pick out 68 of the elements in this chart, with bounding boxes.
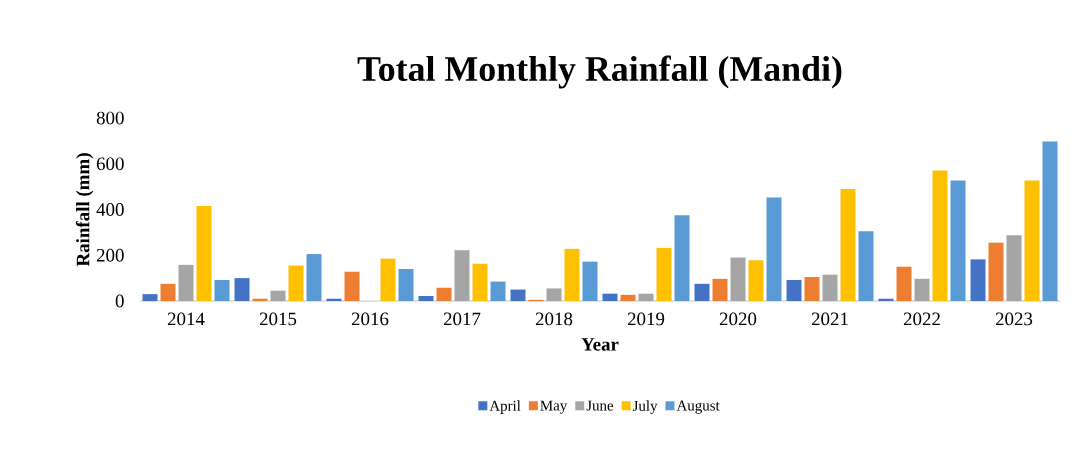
bar — [472, 263, 488, 301]
bar — [490, 281, 506, 301]
bar — [214, 279, 230, 301]
bar — [656, 247, 672, 301]
x-tick-label: 2023 — [995, 312, 1033, 326]
bar — [858, 231, 874, 301]
x-tick-label: 2015 — [259, 312, 297, 326]
x-tick-label: 2021 — [811, 312, 848, 326]
bar — [638, 293, 654, 301]
bar — [306, 254, 322, 301]
bar — [970, 259, 986, 301]
bar — [694, 283, 710, 301]
x-tick-label: 2016 — [351, 312, 389, 326]
bar — [730, 257, 746, 301]
x-tick-label: 2017 — [443, 312, 481, 326]
legend-label: June — [586, 400, 614, 411]
legend-label: July — [632, 400, 658, 414]
bar — [914, 278, 930, 301]
x-tick-label: 2020 — [719, 312, 757, 326]
bar — [582, 261, 598, 301]
bar — [988, 242, 1004, 301]
y-tick-label: 400 — [96, 203, 124, 216]
bar — [178, 264, 194, 301]
y-tick-label: 600 — [96, 157, 124, 171]
bar — [840, 188, 856, 301]
bar — [932, 170, 948, 301]
bar — [620, 294, 636, 301]
bar — [270, 290, 286, 301]
legend-label: August — [676, 400, 720, 414]
bar — [712, 278, 728, 301]
x-tick-label: 2019 — [627, 312, 665, 326]
chart-title: Total Monthly Rainfall (Mandi) — [357, 55, 842, 89]
x-tick-label: 2022 — [903, 312, 940, 326]
bar — [950, 180, 966, 301]
bar — [436, 287, 452, 301]
bar — [822, 274, 838, 301]
bar — [602, 293, 618, 301]
bar — [766, 197, 782, 301]
x-tick-label: 2018 — [535, 312, 573, 326]
bar — [1006, 235, 1022, 301]
bar — [398, 268, 414, 301]
x-axis-title: Year — [581, 338, 619, 351]
bar — [896, 266, 912, 301]
bar — [546, 288, 562, 301]
legend-label: May — [540, 400, 568, 414]
bar — [510, 289, 526, 301]
bar — [748, 260, 764, 301]
bar — [1042, 141, 1058, 301]
bar — [160, 283, 176, 301]
y-tick-label: 200 — [96, 248, 124, 262]
bar — [564, 248, 580, 301]
bar — [454, 250, 470, 301]
bar — [234, 278, 250, 301]
y-axis-title: Rainfall (mm) — [75, 153, 94, 267]
bar — [344, 271, 360, 301]
bar — [142, 294, 158, 301]
bar — [196, 206, 212, 301]
bar — [786, 279, 802, 301]
bar — [804, 276, 820, 301]
bar — [288, 265, 304, 301]
bar — [380, 258, 396, 301]
bar — [674, 215, 690, 301]
x-tick-label: 2014 — [167, 312, 205, 326]
bar — [1024, 180, 1040, 301]
legend-label: April — [489, 400, 521, 414]
y-tick-label: 800 — [96, 111, 124, 125]
y-tick-label: 0 — [115, 294, 124, 308]
bar — [418, 295, 434, 301]
